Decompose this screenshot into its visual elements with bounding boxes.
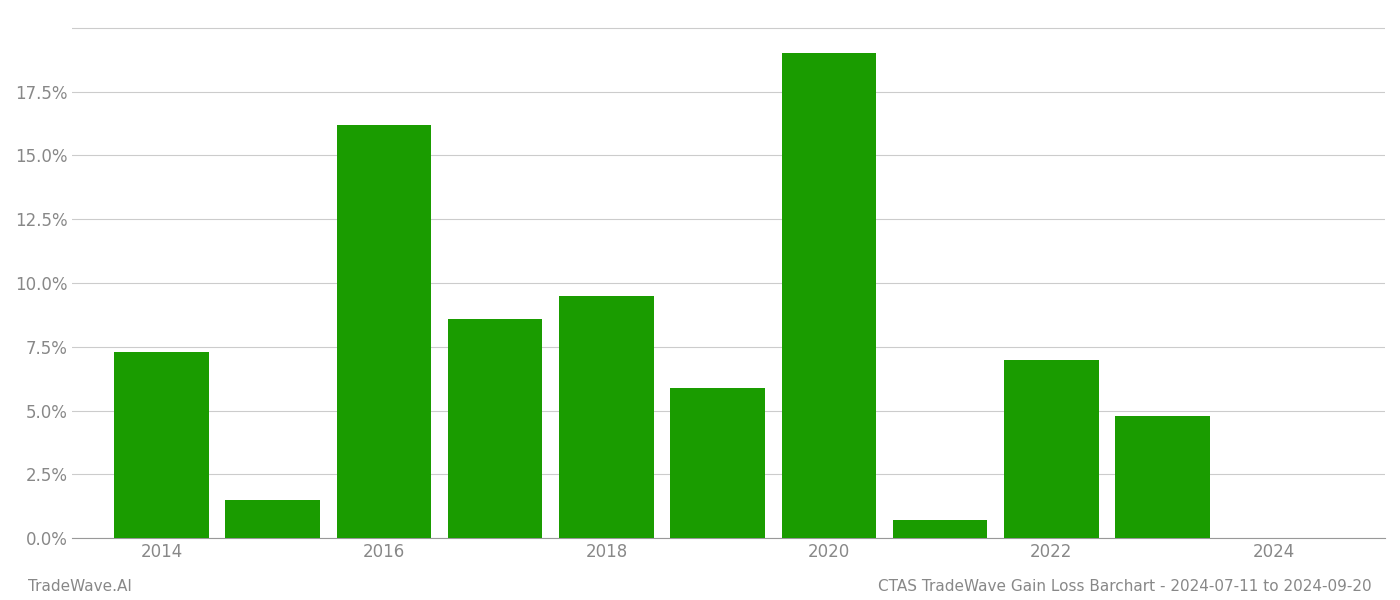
Bar — [448, 319, 542, 538]
Bar — [225, 500, 321, 538]
Bar — [671, 388, 764, 538]
Bar — [781, 53, 876, 538]
Bar — [1004, 359, 1099, 538]
Bar — [893, 520, 987, 538]
Bar — [559, 296, 654, 538]
Bar — [115, 352, 209, 538]
Text: CTAS TradeWave Gain Loss Barchart - 2024-07-11 to 2024-09-20: CTAS TradeWave Gain Loss Barchart - 2024… — [878, 579, 1372, 594]
Text: TradeWave.AI: TradeWave.AI — [28, 579, 132, 594]
Bar — [336, 125, 431, 538]
Bar — [1116, 416, 1210, 538]
